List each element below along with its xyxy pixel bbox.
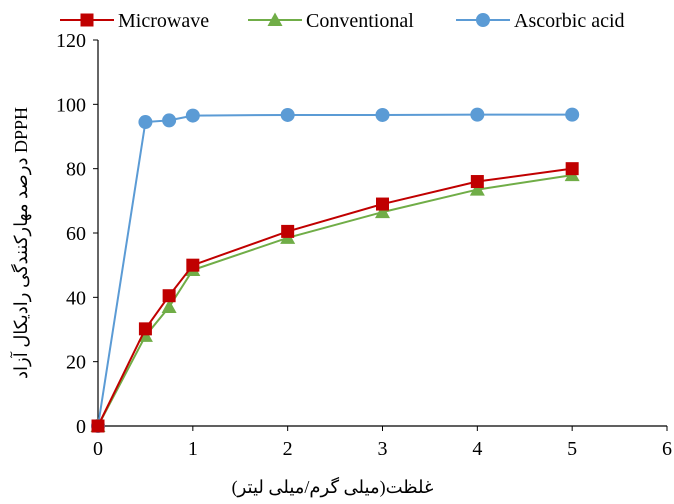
series-microwave [92, 162, 579, 432]
data-point-ascorbic-acid [281, 108, 295, 122]
x-tick-label: 1 [188, 438, 198, 460]
y-tick-label: 40 [66, 287, 86, 309]
legend-label-microwave: Microwave [118, 10, 209, 32]
x-axis-title: غلظت(میلی گرم/میلی لیتر) [232, 476, 434, 498]
data-point-ascorbic-acid [138, 115, 152, 129]
plot-area: 0 1 2 3 4 5 6 0 20 40 60 80 100 120 [56, 30, 672, 460]
legend-item-ascorbic-acid: Ascorbic acid [456, 10, 625, 32]
legend-item-microwave: Microwave [60, 10, 209, 32]
data-point-microwave [186, 259, 199, 272]
x-tick-label: 0 [93, 438, 103, 460]
y-tick-label: 100 [56, 94, 86, 116]
legend: Microwave Conventional Ascorbic acid [60, 10, 625, 32]
x-tick-label: 4 [472, 438, 482, 460]
y-axis-title: DPPH درصد مهارکنندگی رادیکال آزاد [10, 107, 32, 379]
data-point-ascorbic-acid [470, 108, 484, 122]
series-ascorbic-acid [91, 108, 579, 433]
x-axis-ticks: 0 1 2 3 4 5 6 [93, 426, 672, 460]
x-tick-label: 5 [567, 438, 577, 460]
y-tick-label: 0 [76, 416, 86, 438]
data-point-microwave [163, 289, 176, 302]
y-axis-ticks: 0 20 40 60 80 100 120 [56, 30, 98, 438]
data-point-microwave [566, 162, 579, 175]
y-tick-label: 80 [66, 159, 86, 181]
data-point-ascorbic-acid [162, 113, 176, 127]
legend-marker-microwave [81, 14, 94, 27]
x-tick-label: 2 [283, 438, 293, 460]
data-point-microwave [471, 175, 484, 188]
legend-item-conventional: Conventional [248, 10, 414, 32]
data-point-microwave [92, 420, 105, 433]
y-tick-label: 20 [66, 352, 86, 374]
y-tick-label: 60 [66, 223, 86, 245]
data-point-microwave [376, 198, 389, 211]
data-point-ascorbic-acid [565, 108, 579, 122]
series-line-ascorbic-acid [98, 115, 572, 426]
x-tick-label: 6 [662, 438, 672, 460]
data-point-microwave [281, 225, 294, 238]
x-tick-label: 3 [378, 438, 388, 460]
series-layer [91, 108, 580, 433]
legend-label-ascorbic-acid: Ascorbic acid [514, 10, 625, 32]
data-point-microwave [139, 322, 152, 335]
data-point-ascorbic-acid [376, 108, 390, 122]
y-tick-label: 120 [56, 30, 86, 52]
legend-label-conventional: Conventional [306, 10, 414, 32]
data-point-ascorbic-acid [186, 109, 200, 123]
legend-marker-ascorbic-acid [476, 13, 490, 27]
